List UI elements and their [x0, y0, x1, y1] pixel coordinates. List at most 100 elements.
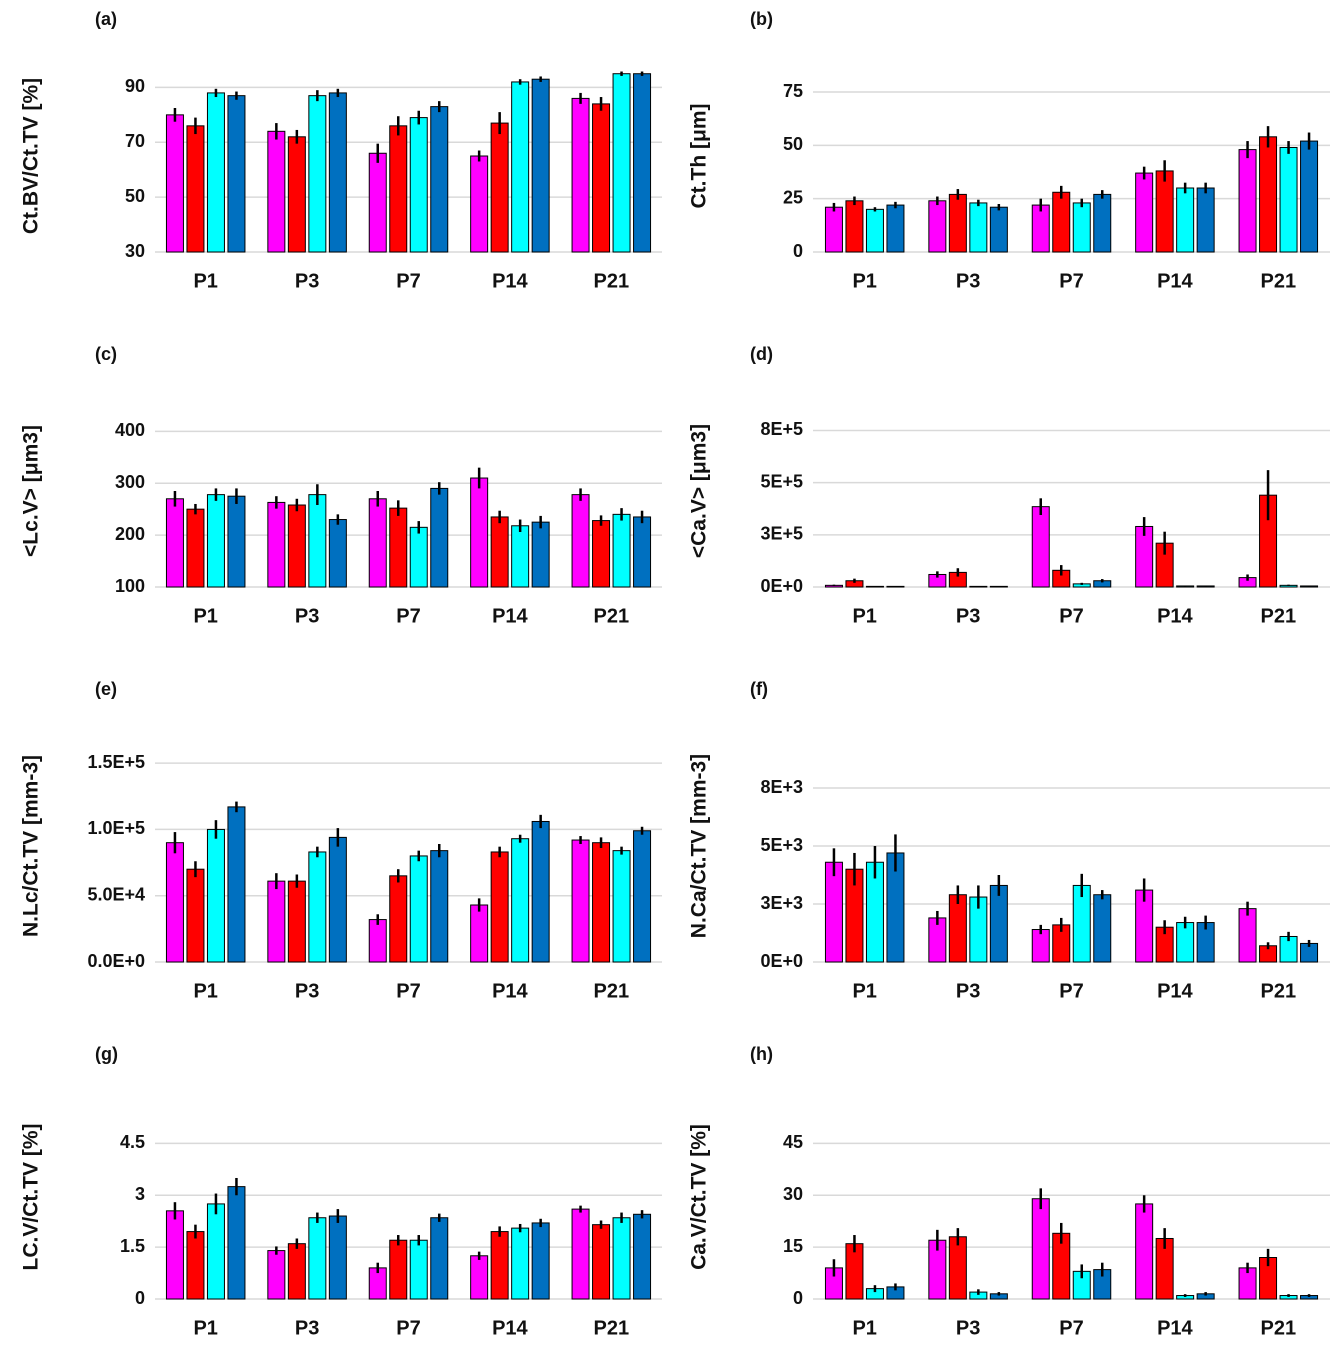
- bar: [571, 839, 590, 963]
- y-tick-label: 0E+0: [760, 951, 803, 971]
- x-tick-label: P3: [956, 1317, 980, 1339]
- bar: [227, 806, 246, 963]
- x-tick-label: P7: [1059, 1317, 1083, 1339]
- panel: (h) Ca.V/Ct.TV [%] 0 15 30 45 P1 P3 P7 P14 P21: [688, 1044, 1330, 1339]
- x-tick-label: P21: [594, 1317, 630, 1339]
- bar: [865, 208, 884, 253]
- x-tick-label: P14: [492, 270, 528, 292]
- bar: [368, 152, 387, 253]
- bar: [1072, 202, 1091, 253]
- x-tick-label: P14: [1157, 605, 1193, 627]
- x-tick-label: P14: [1157, 1317, 1193, 1339]
- bar: [470, 904, 489, 963]
- bar: [531, 78, 550, 253]
- panel-label: (e): [95, 679, 117, 699]
- x-tick-label: P1: [852, 980, 876, 1002]
- bar: [633, 1213, 652, 1300]
- bar: [1259, 136, 1278, 253]
- bar: [409, 855, 428, 963]
- y-axis-title: <Ca.V> [μm3]: [688, 424, 711, 558]
- x-tick-label: P21: [594, 980, 630, 1002]
- x-tick-label: P7: [1059, 980, 1083, 1002]
- y-tick-label: 8E+5: [760, 419, 803, 439]
- x-tick-label: P3: [295, 980, 319, 1002]
- bar: [1135, 1203, 1154, 1300]
- y-tick-label: 70: [125, 131, 145, 151]
- bar: [886, 204, 905, 253]
- bar: [989, 206, 1008, 253]
- y-tick-label: 5E+3: [760, 835, 803, 855]
- bar: [206, 828, 225, 963]
- y-tick-label: 45: [783, 1132, 803, 1152]
- bar: [368, 498, 387, 588]
- bar: [948, 193, 967, 253]
- bar: [206, 494, 225, 588]
- y-axis-title: LC.V/Ct.TV [%]: [20, 1124, 43, 1271]
- bar: [989, 884, 1008, 963]
- bar: [227, 95, 246, 253]
- x-tick-label: P3: [295, 270, 319, 292]
- panel: (d) <Ca.V> [μm3] 0E+0 3E+5 5E+5 8E+5 P1 P3 P7 P14…: [688, 344, 1330, 627]
- bar: [592, 842, 611, 963]
- bar: [531, 521, 550, 588]
- y-axis-title: N.Lc/Ct.TV [mm-3]: [20, 755, 43, 937]
- x-tick-label: P1: [193, 605, 217, 627]
- bar: [1031, 929, 1050, 963]
- y-axis-title: Ct.Th [μm]: [688, 104, 711, 209]
- bar: [389, 875, 408, 963]
- y-tick-label: 400: [115, 420, 145, 440]
- x-tick-label: P14: [1157, 270, 1193, 292]
- bar: [1196, 187, 1215, 253]
- bar: [633, 516, 652, 588]
- bar: [571, 494, 590, 588]
- bar: [470, 477, 489, 588]
- panel-label: (g): [95, 1044, 118, 1064]
- bar: [389, 507, 408, 588]
- bar: [1093, 193, 1112, 253]
- bar: [165, 1210, 184, 1300]
- x-tick-label: P21: [594, 270, 630, 292]
- bar: [267, 1250, 286, 1300]
- x-tick-label: P7: [1059, 605, 1083, 627]
- bar: [1052, 191, 1071, 253]
- bar: [1155, 170, 1174, 253]
- bar: [511, 838, 530, 963]
- x-tick-label: P14: [492, 980, 528, 1002]
- x-tick-label: P14: [492, 1317, 528, 1339]
- x-tick-label: P1: [193, 270, 217, 292]
- bar: [328, 92, 347, 253]
- y-tick-label: 50: [125, 186, 145, 206]
- y-tick-label: 30: [783, 1184, 803, 1204]
- bar: [571, 1208, 590, 1300]
- x-tick-label: P21: [1261, 605, 1297, 627]
- bar: [845, 200, 864, 253]
- panel: (g) LC.V/Ct.TV [%] 0 1.5 3 4.5 P1 P3 P7 P14 P21: [20, 1044, 662, 1339]
- panel-label: (h): [750, 1044, 773, 1064]
- bar: [592, 1224, 611, 1300]
- y-axis-title: <Lc.V> [μm3]: [20, 425, 43, 557]
- bar: [948, 894, 967, 963]
- y-tick-label: 30: [125, 241, 145, 261]
- bar: [1031, 506, 1050, 588]
- bar: [287, 880, 306, 963]
- y-tick-label: 0.0E+0: [87, 951, 145, 971]
- x-tick-label: P7: [396, 1317, 420, 1339]
- bar: [1031, 1198, 1050, 1300]
- x-tick-label: P14: [1157, 980, 1193, 1002]
- bar: [165, 842, 184, 963]
- bar: [612, 73, 631, 253]
- bar: [511, 525, 530, 588]
- bar: [430, 487, 449, 588]
- bar: [969, 202, 988, 253]
- panel: (b) Ct.Th [μm] 0 25 50 75 P1 P3 P7 P14 P21: [688, 9, 1330, 292]
- y-tick-label: 4.5: [120, 1132, 145, 1152]
- bar: [308, 494, 327, 588]
- y-tick-label: 3E+5: [760, 524, 803, 544]
- bar: [612, 850, 631, 963]
- bar: [948, 1236, 967, 1300]
- y-tick-label: 3: [135, 1184, 145, 1204]
- bar: [592, 103, 611, 253]
- bar: [470, 155, 489, 253]
- bar: [1238, 149, 1257, 253]
- y-tick-label: 50: [783, 134, 803, 154]
